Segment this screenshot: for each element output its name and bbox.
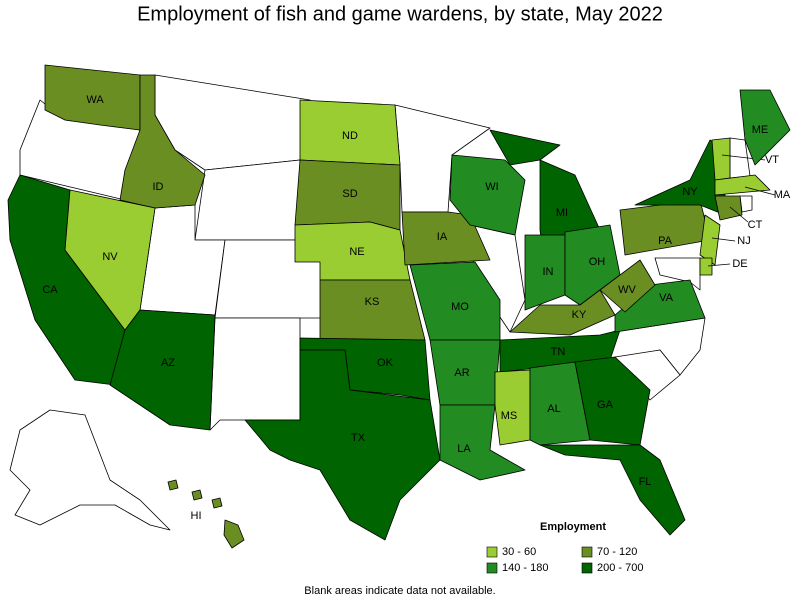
state (409, 261, 501, 341)
state-label: ID (153, 181, 164, 193)
legend-swatch (486, 546, 498, 558)
state (119, 74, 206, 209)
state-label: AZ (161, 357, 175, 369)
state (711, 137, 731, 181)
state-label: WV (618, 284, 636, 296)
state-label: DE (732, 258, 747, 270)
state (634, 139, 726, 216)
legend-label: 30 - 60 (502, 546, 536, 558)
state (714, 195, 743, 221)
state-label: MO (451, 301, 469, 313)
legend-items: 30 - 60 70 - 120 140 - 180 200 - 700 (486, 546, 643, 574)
state-label: AL (547, 403, 560, 415)
state (539, 444, 686, 536)
state-label: GA (597, 399, 614, 411)
state-ak (9, 409, 171, 531)
state-label: KY (572, 309, 587, 321)
legend-label: 70 - 120 (597, 546, 637, 558)
state-label: KS (365, 296, 380, 308)
map-title: Employment of fish and game wardens, by … (137, 3, 663, 25)
leader-line (711, 237, 736, 242)
state-md (654, 257, 701, 291)
state (244, 349, 441, 541)
state-wy (194, 159, 301, 241)
state-label: HI (191, 510, 202, 522)
state-label: OK (377, 357, 394, 369)
legend: Employment 30 - 60 70 - 120 140 - 180 200 -… (486, 521, 643, 574)
state-label: TX (351, 432, 366, 444)
state (449, 154, 526, 236)
state (574, 356, 651, 446)
state-label: VA (659, 292, 674, 304)
state (211, 497, 223, 509)
state-label: WA (86, 94, 104, 106)
legend-label: 140 - 180 (502, 562, 548, 574)
state-label: ND (342, 130, 358, 142)
state-label: TN (551, 346, 566, 358)
leader-line (729, 206, 749, 223)
leader-line (707, 263, 731, 267)
state-label: MS (501, 410, 518, 422)
state (599, 259, 656, 313)
state-label: NY (682, 186, 698, 198)
state-label: IA (437, 231, 448, 243)
blank-states (9, 74, 753, 531)
state-label: PA (658, 235, 673, 247)
legend-swatch (581, 562, 593, 574)
state (191, 489, 203, 501)
state (494, 369, 531, 446)
state (167, 479, 179, 491)
state (529, 361, 591, 446)
state-label: CA (42, 284, 58, 296)
state-label: NV (102, 251, 118, 263)
state-label: AR (454, 367, 469, 379)
state (699, 257, 713, 276)
state-label: ME (752, 124, 769, 136)
state (319, 279, 426, 341)
legend-swatch (581, 546, 593, 558)
state-label: MI (556, 207, 568, 219)
legend-label: 200 - 700 (597, 562, 643, 574)
state-label: FL (639, 476, 652, 488)
state-label: OH (589, 256, 606, 268)
state-label: WI (485, 181, 498, 193)
state (489, 129, 561, 166)
state (739, 89, 791, 166)
state-nm (209, 317, 301, 431)
legend-title: Employment (540, 521, 606, 533)
leader-line (744, 186, 776, 196)
state-label: NE (349, 246, 364, 258)
state (109, 309, 216, 431)
state (223, 519, 245, 549)
state-label: IN (543, 266, 554, 278)
state-label: CT (748, 219, 763, 231)
data-states: WA ID CA NV AZ ND SD NE KS OK TX IA MO AR LA WI MI IN OH KY… (7, 64, 791, 549)
state-label: VT (765, 154, 779, 166)
legend-swatch (486, 562, 498, 574)
state-label: SD (342, 188, 357, 200)
state-label: LA (457, 443, 471, 455)
footnote: Blank areas indicate data not available. (304, 585, 495, 597)
state-label: NJ (737, 235, 750, 247)
state (401, 211, 491, 266)
state-label: MA (774, 189, 791, 201)
